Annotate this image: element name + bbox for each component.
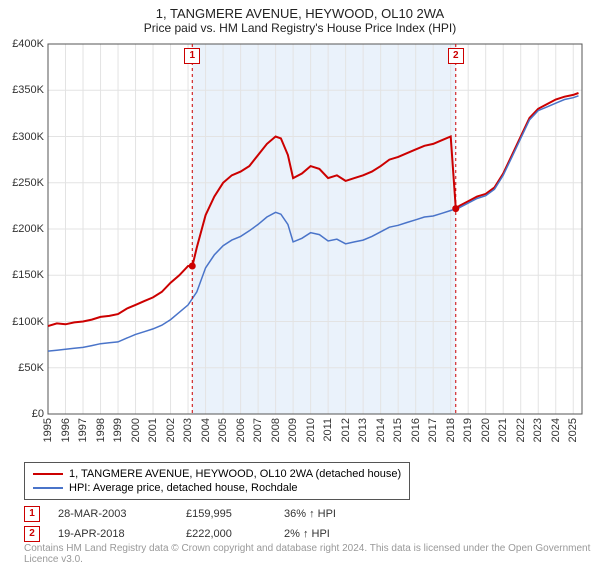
y-tick-label: £150K bbox=[0, 269, 44, 281]
x-tick-label: 2024 bbox=[550, 418, 562, 442]
x-tick-label: 2012 bbox=[340, 418, 352, 442]
sale-marker: 1 bbox=[184, 48, 200, 64]
x-tick-label: 2022 bbox=[515, 418, 527, 442]
chart-title: 1, TANGMERE AVENUE, HEYWOOD, OL10 2WA bbox=[0, 0, 600, 21]
y-tick-label: £250K bbox=[0, 177, 44, 189]
sales-row: 2 19-APR-2018 £222,000 2% ↑ HPI bbox=[24, 524, 374, 544]
x-tick-label: 2010 bbox=[305, 418, 317, 442]
x-tick-label: 2003 bbox=[182, 418, 194, 442]
y-tick-label: £50K bbox=[0, 362, 44, 374]
chart-svg bbox=[48, 44, 582, 414]
x-tick-label: 2000 bbox=[130, 418, 142, 442]
y-tick-label: £200K bbox=[0, 223, 44, 235]
sales-row: 1 28-MAR-2003 £159,995 36% ↑ HPI bbox=[24, 504, 374, 524]
legend-label: HPI: Average price, detached house, Roch… bbox=[69, 482, 298, 494]
chart-area: £0£50K£100K£150K£200K£250K£300K£350K£400… bbox=[48, 44, 582, 414]
sale-marker-ref: 1 bbox=[24, 506, 40, 522]
x-tick-label: 1998 bbox=[95, 418, 107, 442]
x-tick-label: 2014 bbox=[375, 418, 387, 442]
x-tick-label: 2020 bbox=[480, 418, 492, 442]
x-tick-label: 2008 bbox=[270, 418, 282, 442]
sale-diff: 2% ↑ HPI bbox=[284, 528, 374, 540]
x-tick-label: 2001 bbox=[147, 418, 159, 442]
sale-marker-ref: 2 bbox=[24, 526, 40, 542]
sale-diff: 36% ↑ HPI bbox=[284, 508, 374, 520]
x-tick-label: 2002 bbox=[165, 418, 177, 442]
x-tick-label: 1996 bbox=[60, 418, 72, 442]
legend-swatch bbox=[33, 473, 63, 475]
y-tick-label: £100K bbox=[0, 316, 44, 328]
sale-price: £222,000 bbox=[186, 528, 266, 540]
x-tick-label: 1995 bbox=[42, 418, 54, 442]
x-tick-label: 2021 bbox=[497, 418, 509, 442]
legend-row: HPI: Average price, detached house, Roch… bbox=[33, 481, 401, 495]
y-tick-label: £300K bbox=[0, 131, 44, 143]
sale-date: 19-APR-2018 bbox=[58, 528, 168, 540]
sale-marker: 2 bbox=[448, 48, 464, 64]
x-tick-label: 2009 bbox=[287, 418, 299, 442]
x-tick-label: 2005 bbox=[217, 418, 229, 442]
sales-table: 1 28-MAR-2003 £159,995 36% ↑ HPI 2 19-APR-201… bbox=[24, 504, 374, 544]
chart-container: 1, TANGMERE AVENUE, HEYWOOD, OL10 2WA Pr… bbox=[0, 0, 600, 560]
x-tick-label: 1999 bbox=[112, 418, 124, 442]
legend: 1, TANGMERE AVENUE, HEYWOOD, OL10 2WA (d… bbox=[24, 462, 410, 500]
attribution-text: Contains HM Land Registry data © Crown c… bbox=[24, 543, 600, 565]
x-tick-label: 2011 bbox=[322, 418, 334, 442]
y-tick-label: £400K bbox=[0, 38, 44, 50]
x-tick-label: 2016 bbox=[410, 418, 422, 442]
legend-label: 1, TANGMERE AVENUE, HEYWOOD, OL10 2WA (d… bbox=[69, 468, 401, 480]
x-tick-label: 2018 bbox=[445, 418, 457, 442]
sale-date: 28-MAR-2003 bbox=[58, 508, 168, 520]
sale-price: £159,995 bbox=[186, 508, 266, 520]
chart-subtitle: Price paid vs. HM Land Registry's House … bbox=[0, 21, 600, 39]
y-tick-label: £0 bbox=[0, 408, 44, 420]
x-tick-label: 2007 bbox=[252, 418, 264, 442]
x-tick-label: 2025 bbox=[567, 418, 579, 442]
x-tick-label: 2004 bbox=[200, 418, 212, 442]
x-tick-label: 2015 bbox=[392, 418, 404, 442]
x-tick-label: 1997 bbox=[77, 418, 89, 442]
y-tick-label: £350K bbox=[0, 84, 44, 96]
legend-swatch bbox=[33, 487, 63, 489]
legend-row: 1, TANGMERE AVENUE, HEYWOOD, OL10 2WA (d… bbox=[33, 467, 401, 481]
x-tick-label: 2023 bbox=[532, 418, 544, 442]
x-tick-label: 2017 bbox=[427, 418, 439, 442]
x-tick-label: 2006 bbox=[235, 418, 247, 442]
x-tick-label: 2019 bbox=[462, 418, 474, 442]
x-tick-label: 2013 bbox=[357, 418, 369, 442]
